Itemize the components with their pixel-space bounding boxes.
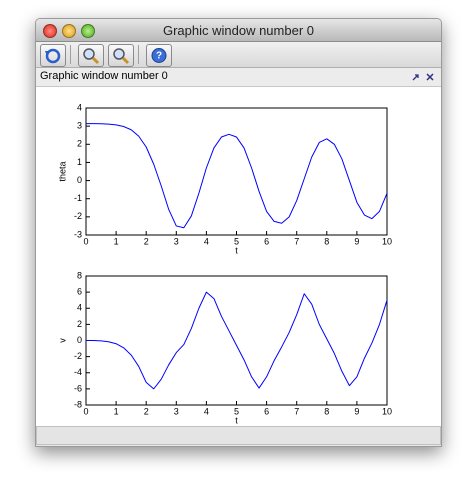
y-tick-label: -1: [74, 193, 82, 203]
x-tick-label: 10: [382, 406, 392, 416]
status-bar: [36, 426, 441, 445]
y-tick-label: 4: [77, 303, 82, 313]
close-panel-button[interactable]: [426, 73, 434, 81]
panel-controls: [412, 73, 434, 81]
rotate-icon: [45, 48, 61, 64]
x-tick-label: 2: [144, 236, 149, 246]
y-axis-label: v: [57, 338, 67, 343]
y-tick-label: 2: [77, 139, 82, 149]
y-tick-label: 0: [77, 175, 82, 185]
help-icon: ?: [151, 48, 167, 63]
x-tick-label: 0: [83, 406, 88, 416]
separator: [70, 45, 71, 64]
x-tick-label: 9: [354, 236, 359, 246]
y-tick-label: -2: [74, 351, 82, 361]
toolbar: ?: [36, 42, 441, 68]
data-line: [86, 123, 388, 229]
x-tick-label: 3: [174, 236, 179, 246]
y-tick-label: 2: [77, 319, 82, 329]
y-tick-label: -3: [74, 229, 82, 239]
y-tick-label: 0: [77, 335, 82, 345]
zoom-icon: [83, 48, 100, 65]
x-tick-label: 3: [174, 406, 179, 416]
x-tick-label: 6: [264, 406, 269, 416]
y-tick-label: 4: [77, 102, 82, 112]
axes-box: [85, 275, 388, 406]
y-tick-label: -4: [74, 367, 82, 377]
panel-bar: Graphic window number 0: [36, 68, 441, 87]
y-tick-label: 6: [77, 287, 82, 297]
x-tick-label: 7: [294, 236, 299, 246]
x-axis-label: t: [235, 245, 238, 255]
y-tick-label: 3: [77, 121, 82, 131]
y-tick-label: -8: [74, 399, 82, 409]
axes-box: [85, 107, 388, 236]
x-tick-label: 5: [234, 236, 239, 246]
plot-area: [36, 87, 441, 426]
svg-text:?: ?: [156, 51, 162, 62]
y-tick-label: 8: [77, 270, 82, 280]
zoom-in-button[interactable]: [78, 44, 104, 67]
zoom-out-button[interactable]: [108, 44, 134, 67]
x-tick-label: 4: [204, 406, 209, 416]
x-axis-label: t: [235, 415, 238, 425]
minimize-button[interactable]: [62, 24, 76, 38]
x-tick-label: 7: [294, 406, 299, 416]
x-tick-label: 2: [144, 406, 149, 416]
x-tick-label: 0: [83, 236, 88, 246]
x-tick-label: 9: [354, 406, 359, 416]
x-tick-label: 5: [234, 406, 239, 416]
panel-title: Graphic window number 0: [40, 70, 168, 82]
rotate-button[interactable]: [40, 44, 66, 67]
x-tick-label: 4: [204, 236, 209, 246]
data-line: [86, 291, 388, 390]
x-tick-label: 6: [264, 236, 269, 246]
title-bar: Graphic window number 0: [36, 19, 441, 42]
undock-button[interactable]: [412, 74, 419, 81]
zoom-button[interactable]: [81, 24, 95, 38]
y-tick-label: 1: [77, 157, 82, 167]
help-button[interactable]: ?: [146, 44, 172, 67]
close-button[interactable]: [43, 24, 57, 38]
y-tick-label: -2: [74, 211, 82, 221]
zoom-icon: [113, 48, 130, 65]
x-tick-label: 1: [114, 236, 119, 246]
window: Graphic window number 0 ? Graphic window…: [35, 18, 442, 447]
separator: [138, 45, 139, 64]
x-tick-label: 8: [324, 236, 329, 246]
y-tick-label: -6: [74, 383, 82, 393]
x-tick-label: 1: [114, 406, 119, 416]
x-tick-label: 10: [382, 236, 392, 246]
y-axis-label: theta: [57, 161, 67, 181]
x-tick-label: 8: [324, 406, 329, 416]
window-title: Graphic window number 0: [162, 23, 315, 38]
